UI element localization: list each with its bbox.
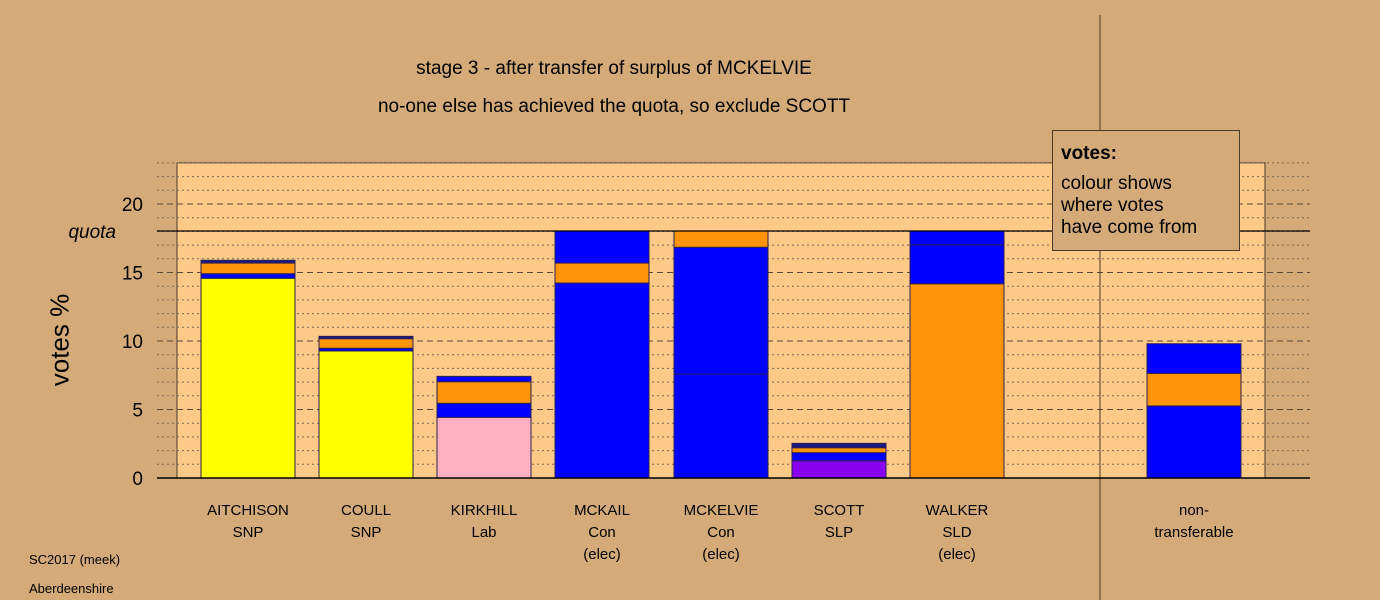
x-tick-label-line: SNP: [350, 524, 382, 541]
bar-segment: [200, 273, 296, 279]
bar-segment: [791, 452, 887, 462]
x-tick-label: KIRKHILL Lab: [425, 500, 543, 544]
legend-line: have come from: [1061, 217, 1198, 238]
x-tick-label: AITCHISON SNP: [189, 500, 307, 544]
x-tick-label-line: (elec): [583, 546, 621, 563]
x-tick-label-line: AITCHISON: [207, 502, 289, 519]
x-tick-label-line: SLD: [942, 524, 972, 541]
y-tick-label: 5: [132, 401, 143, 422]
x-tick-label-line: KIRKHILL: [450, 502, 518, 519]
footer-region: Aberdeenshire: [29, 581, 114, 596]
bar-segment: [436, 402, 532, 418]
bar-segment: [436, 381, 532, 404]
bar-segment: [554, 262, 650, 284]
y-tick-label: 20: [122, 195, 143, 216]
x-tick-label-line: non-: [1178, 502, 1210, 519]
x-tick-label: COULL SNP: [307, 500, 425, 544]
chart-title: stage 3 - after transfer of surplus of M…: [416, 58, 812, 79]
x-tick-label-line: SNP: [232, 524, 264, 541]
bar-segment: [318, 335, 414, 340]
bar-segment: [1146, 372, 1242, 407]
bar-segment: [791, 442, 887, 449]
bar-segment: [436, 416, 532, 479]
x-tick-label-line: transferable: [1154, 524, 1234, 541]
x-tick-label: SCOTT SLP: [780, 500, 898, 544]
x-tick-label-line: SLP: [824, 524, 854, 541]
x-tick-label-line: MCKAIL: [574, 502, 630, 519]
x-tick-label: non-transferable: [1135, 500, 1253, 544]
x-tick-label-line: (elec): [702, 546, 740, 563]
y-axis-label: votes %: [44, 293, 75, 387]
bar-segment: [673, 373, 769, 479]
x-tick-label-line: COULL: [340, 502, 392, 519]
bar-segment: [1146, 343, 1242, 374]
quota-label: quota: [68, 222, 116, 243]
bar-segment: [554, 230, 650, 264]
bar-segment: [436, 375, 532, 383]
bar-segment: [200, 259, 296, 264]
x-tick-label-line: Con: [588, 524, 616, 541]
x-tick-label-line: WALKER: [925, 502, 989, 519]
bar-segment: [200, 277, 296, 479]
x-tick-label: MCKELVIE Con (elec): [662, 500, 780, 566]
bar-segment: [909, 283, 1005, 479]
legend: votes: colour shows where votes have com…: [1052, 130, 1240, 251]
bar-segment: [318, 350, 414, 479]
bar-segment: [318, 338, 414, 349]
bar-segment: [200, 262, 296, 275]
bar-segment: [1146, 405, 1242, 479]
legend-title: votes:: [1061, 143, 1117, 164]
bar-segment: [791, 460, 887, 479]
bar-segment: [673, 230, 769, 248]
x-tick-label-line: Lab: [471, 524, 497, 541]
bar-segment: [909, 230, 1005, 246]
x-tick-label-line: MCKELVIE: [683, 502, 759, 519]
y-tick-label: 10: [122, 332, 143, 353]
legend-line: where votes: [1061, 195, 1164, 216]
y-tick-label: 0: [132, 469, 143, 490]
bar-segment: [791, 447, 887, 454]
bar-segment: [554, 282, 650, 479]
y-tick-label: 15: [122, 264, 143, 285]
bar-segment: [673, 246, 769, 375]
x-tick-label-line: (elec): [938, 546, 976, 563]
footer-election: SC2017 (meek): [29, 552, 121, 567]
chart-subtitle: no-one else has achieved the quota, so e…: [377, 96, 851, 117]
x-tick-label: MCKAIL Con (elec): [543, 500, 661, 566]
x-tick-label: WALKER SLD (elec): [898, 500, 1016, 566]
x-tick-label-line: SCOTT: [813, 502, 865, 519]
bar-segment: [909, 244, 1005, 285]
x-tick-label-line: Con: [707, 524, 735, 541]
legend-line: colour shows: [1061, 173, 1172, 194]
